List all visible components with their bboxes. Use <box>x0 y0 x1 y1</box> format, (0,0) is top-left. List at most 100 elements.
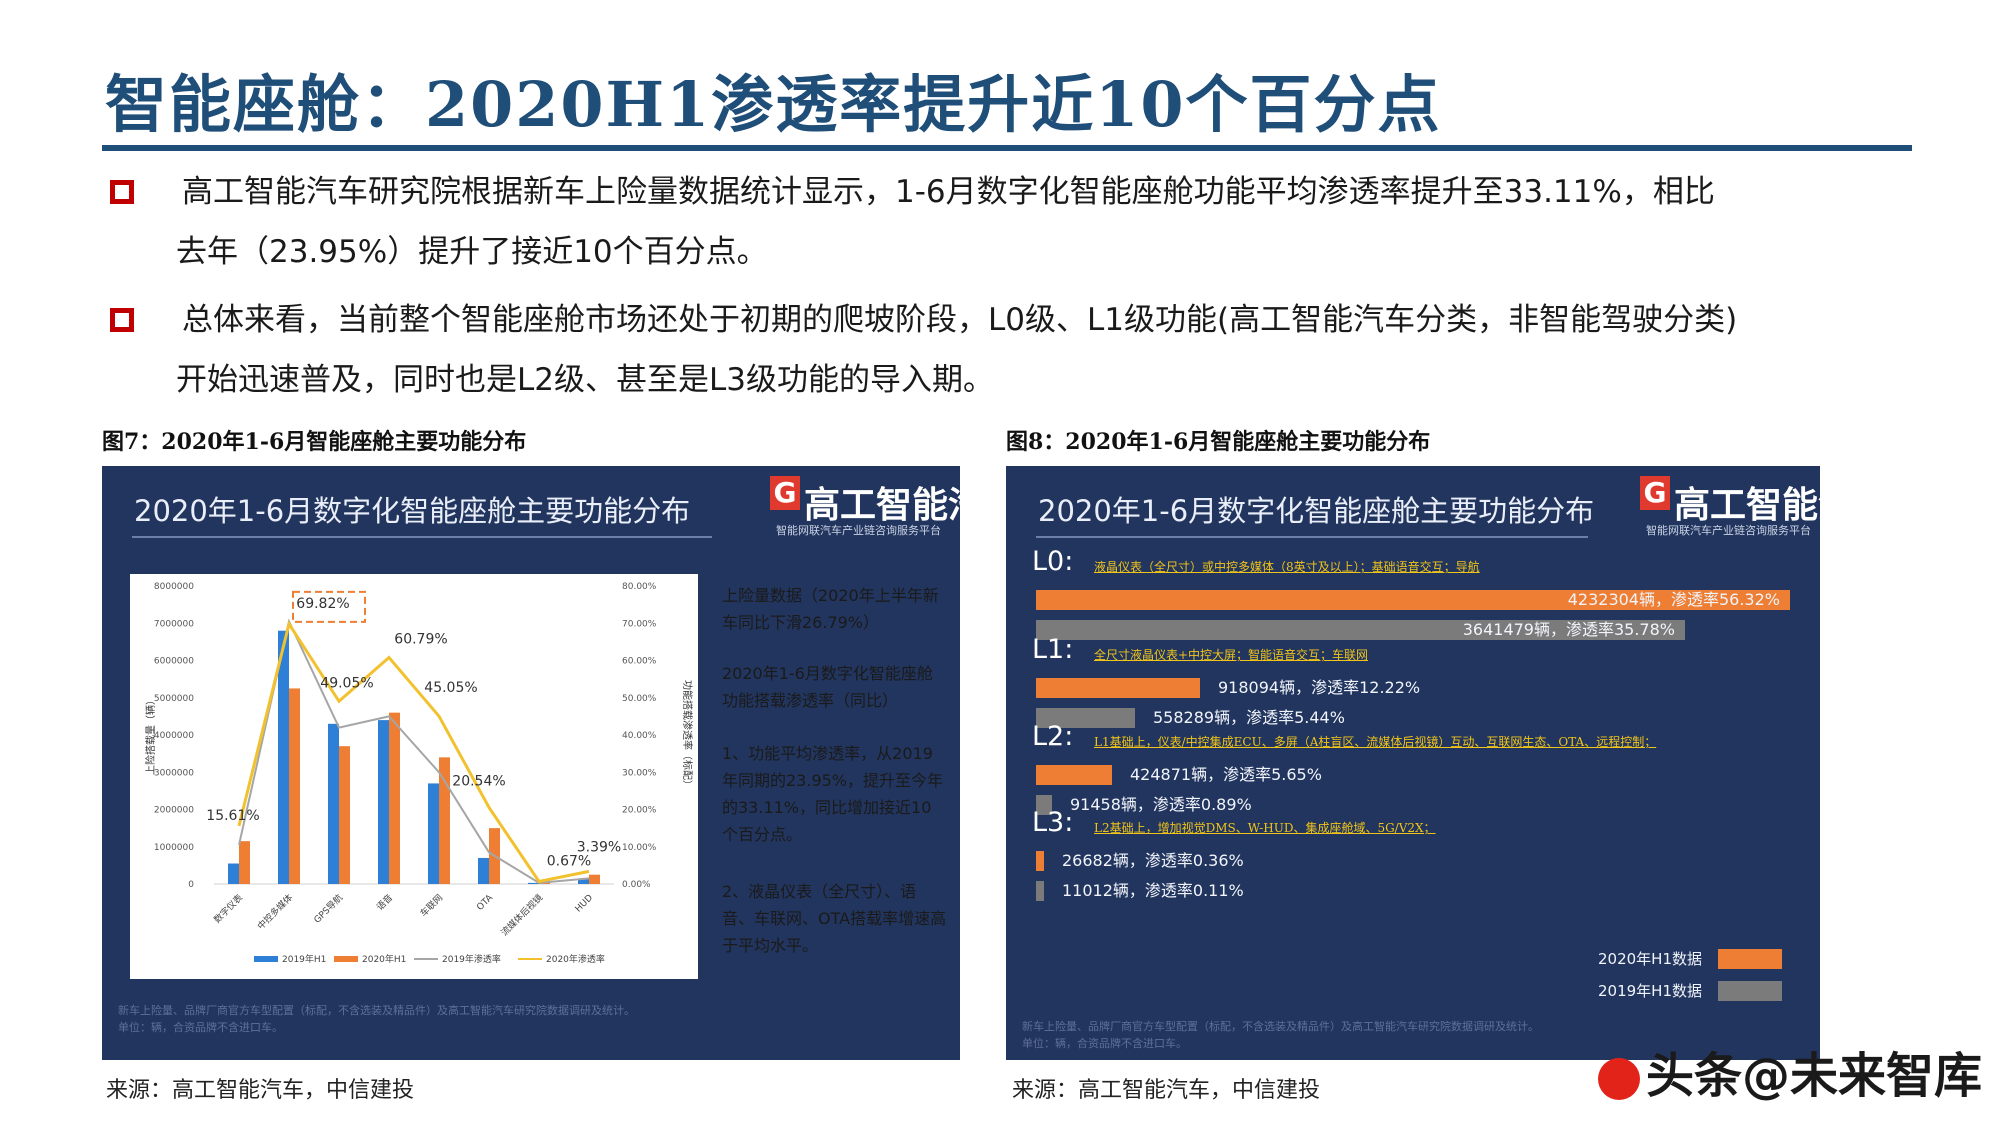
logo-g-icon: G <box>1640 476 1670 510</box>
legend-label: 2020年H1数据 <box>1598 950 1702 968</box>
y-tick-label: 3000000 <box>154 768 194 778</box>
note-text: 上险量数据（2020年上半年新车同比下滑26.79%） <box>722 586 939 632</box>
bar-2020h1 <box>239 841 250 884</box>
bullet-text-line1: 高工智能汽车研究院根据新车上险量数据统计显示，1-6月数字化智能座舱功能平均渗透… <box>182 174 1715 210</box>
bar-2019h1 <box>528 882 539 884</box>
bullet-text-line2: 开始迅速普及，同时也是L2级、甚至是L3级功能的导入期。 <box>176 362 994 398</box>
footnote-line: 新车上险量、品牌厂商官方车型配置（标配，不含选装及精品件）及高工智能汽车研究院数… <box>118 1004 635 1017</box>
y2-tick-label: 0.00% <box>622 880 651 890</box>
data-label: 15.61% <box>206 808 259 824</box>
y2-tick-label: 60.00% <box>622 657 657 667</box>
category-label: 语音 <box>374 892 395 913</box>
combo-chart-svg: 0 1000000 2000000 3000000 4000000 5000000 6000… <box>144 582 694 965</box>
hbar-2020h1 <box>1036 851 1044 871</box>
hbar-2020h1 <box>1036 765 1112 785</box>
hbar-value-label: 558289辆，渗透率5.44% <box>1153 708 1345 727</box>
logo-g-icon: G <box>770 476 800 510</box>
panel-title: 2020年1-6月数字化智能座舱主要功能分布 <box>134 494 691 528</box>
note-above-average: 2、液晶仪表（全尺寸）、语音、车联网、OTA搭载率增速高于平均水平。 <box>722 878 947 959</box>
y-tick-label: 1000000 <box>154 843 194 853</box>
note-text: 2020年1-6月数字化智能座舱功能搭载渗透率（同比） <box>722 664 933 710</box>
y2-tick-label: 70.00% <box>622 619 657 629</box>
watermark-text: 头条@未来智库 <box>1646 1048 1983 1104</box>
level-description: 液晶仪表（全尺寸）或中控多媒体（8英寸及以上）；基础语音交互；导航 <box>1094 560 1480 574</box>
logo-name: 高工智能汽车 <box>804 485 960 526</box>
bar-2020h1 <box>339 746 350 884</box>
data-label: 49.05% <box>320 675 373 691</box>
brand-logo: G高工智能汽车 <box>770 476 960 528</box>
legend-2020h1: 2020年H1数据 <box>1598 948 1782 969</box>
title-divider <box>102 145 1912 151</box>
panel-title-divider <box>132 536 712 538</box>
logo-subtitle: 智能网联汽车产业链咨询服务平台 <box>776 524 941 537</box>
logo-name: 高工智能汽车 <box>1674 485 1820 526</box>
watermark: 头条@未来智库 <box>1598 1036 1982 1106</box>
level-description: L1基础上，仪表/中控集成ECU、多屏（A柱盲区、流媒体后视镜）互动、互联网生态… <box>1094 735 1657 749</box>
toutiao-logo-icon <box>1598 1058 1640 1100</box>
y-tick-label: 7000000 <box>154 619 194 629</box>
data-label: 3.39% <box>577 839 621 855</box>
category-label: HUD <box>574 893 595 914</box>
hbar-value-label: 918094辆，渗透率12.22% <box>1218 678 1421 697</box>
y2-tick-label: 40.00% <box>622 731 657 741</box>
data-label: 60.79% <box>394 632 447 648</box>
note-text: 1、功能平均渗透率，从2019年同期的23.95%，提升至今年的33.11%，同… <box>722 744 944 844</box>
level-label: L0: <box>1032 546 1074 577</box>
y-tick-label: 8000000 <box>154 582 194 592</box>
hbar-2019h1 <box>1036 708 1135 728</box>
hbar-value-label: 4232304辆，渗透率56.32% <box>1567 590 1780 609</box>
data-label: 20.54% <box>452 773 505 789</box>
highlight-box <box>292 590 366 623</box>
category-label: OTA <box>475 892 495 912</box>
y-tick-label: 5000000 <box>154 694 194 704</box>
footnote-line: 单位：辆，合资品牌不含进口车。 <box>1022 1037 1187 1050</box>
legend-swatch <box>334 956 358 962</box>
level-label: L2: <box>1032 721 1074 752</box>
y2-tick-label: 80.00% <box>622 582 657 592</box>
level-label: L1: <box>1032 634 1074 665</box>
y2-axis-label: 功能搭载渗透率（标配） <box>681 680 694 790</box>
panel-title: 2020年1-6月数字化智能座舱主要功能分布 <box>1038 494 1595 528</box>
legend-label: 2020年H1 <box>362 953 406 965</box>
y-tick-label: 0 <box>188 880 194 890</box>
hbar-value-label: 3641479辆，渗透率35.78% <box>1462 620 1675 639</box>
bar-2020h1 <box>589 874 600 884</box>
hbar-2020h1 <box>1036 590 1790 610</box>
bar-2019h1 <box>478 857 489 884</box>
legend-swatch-gray <box>1718 981 1782 1001</box>
y-tick-label: 4000000 <box>154 731 194 741</box>
hbar-2020h1 <box>1036 678 1200 698</box>
bar-2019h1 <box>328 723 339 884</box>
y-tick-label: 2000000 <box>154 806 194 816</box>
data-label: 45.05% <box>424 680 477 696</box>
bar-2020h1 <box>389 712 400 884</box>
legend-label: 2020年渗透率 <box>546 953 605 965</box>
hbar-value-label: 91458辆，渗透率0.89% <box>1070 795 1252 814</box>
y2-tick-label: 50.00% <box>622 694 657 704</box>
y2-tick-label: 30.00% <box>622 768 657 778</box>
figure-7-caption: 图7：2020年1-6月智能座舱主要功能分布 <box>102 429 527 455</box>
legend-swatch <box>254 956 278 962</box>
category-label: 中控多媒体 <box>255 892 295 932</box>
level-label: L3: <box>1032 807 1074 838</box>
square-bullet-icon <box>110 308 134 332</box>
legend-label: 2019年渗透率 <box>442 953 501 965</box>
figure-7-source: 来源：高工智能汽车，中信建投 <box>106 1078 415 1103</box>
category-label: 数字仪表 <box>211 892 245 926</box>
category-label: GPS导航 <box>311 892 345 926</box>
y2-tick-label: 10.00% <box>622 843 657 853</box>
line-2020-penetration <box>237 620 590 884</box>
panel-title-divider <box>1036 536 1588 538</box>
bullet-text-line2: 去年（23.95%）提升了接近10个百分点。 <box>176 234 768 270</box>
note-average-penetration: 1、功能平均渗透率，从2019年同期的23.95%，提升至今年的33.11%，同… <box>722 740 947 848</box>
footnote-line: 新车上险量、品牌厂商官方车型配置（标配，不含选装及精品件）及高工智能汽车研究院数… <box>1022 1020 1539 1033</box>
hbar-value-label: 424871辆，渗透率5.65% <box>1130 765 1322 784</box>
bar-2019h1 <box>378 720 389 884</box>
bar-2019h1 <box>228 863 239 884</box>
hbar-value-label: 11012辆，渗透率0.11% <box>1062 881 1244 900</box>
legend-label: 2019年H1 <box>282 953 326 965</box>
bullet-text-line1: 总体来看，当前整个智能座舱市场还处于初期的爬坡阶段，L0级、L1级功能(高工智能… <box>182 302 1738 338</box>
note-insurance-data: 上险量数据（2020年上半年新车同比下滑26.79%） <box>722 582 947 636</box>
bar-2019h1 <box>428 783 439 884</box>
y-axis-label: 上险搭载量（辆） <box>144 695 157 775</box>
